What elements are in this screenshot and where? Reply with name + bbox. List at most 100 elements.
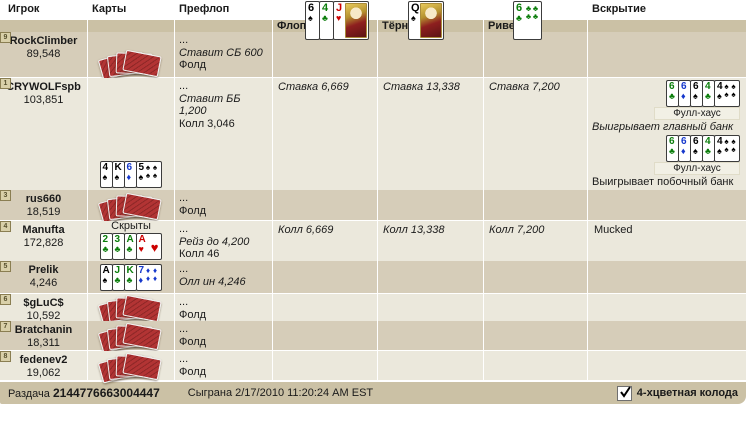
player-name: Bratchanin — [14, 324, 73, 336]
showdown-cell: 6 ♣ 6 ♦ 6 ♠ 4 ♣ 4 ♠ ♠ ♠ ♠ ♠ Фулл-хаус Выигрывает глав… — [588, 78, 746, 191]
hole-cards-cell — [88, 32, 175, 81]
preflop-actions: ... Ставит СБ 600 Фолд — [175, 32, 273, 78]
playing-card: J ♣ — [111, 264, 125, 291]
card-back-stack — [97, 49, 162, 81]
playing-card: 4 ♠ ♠ ♠ ♠ ♠ — [714, 135, 740, 162]
table-row: 6 $gLuC$ 10,592 ... Фолд — [0, 294, 746, 326]
action-line: Фолд — [179, 59, 207, 71]
checkmark-icon — [619, 385, 631, 398]
hand-id: 2144776663004447 — [52, 386, 160, 400]
player-name: Prelik — [28, 264, 59, 276]
showdown-cards: 6 ♣ 6 ♦ 6 ♠ 4 ♣ 4 ♠ ♠ ♠ ♠ ♠ — [666, 80, 740, 107]
hole-cards: 2 ♣ 3 ♣ A ♣ A ♥ ♥ — [99, 233, 162, 260]
action-line: Фолд — [179, 335, 207, 348]
player-stack: 18,519 — [26, 206, 61, 218]
action-line: Колл 3,046 — [179, 117, 235, 130]
hole-cards-cell: Скрыты 2 ♣ 3 ♣ A ♣ A ♥ ♥ — [88, 221, 175, 263]
seat-badge: 3 — [0, 190, 11, 201]
table-row: 1 CRYWOLFspb 103,851 4 ♠ K ♠ 6 ♦ 5 ♠ ♠ ♠ ♠ ♠ ... Ст… — [0, 78, 746, 191]
card-back-stack — [97, 322, 162, 354]
hand-label: Раздача — [8, 388, 50, 400]
turn-action: Ставка 13,338 — [378, 78, 484, 191]
hole-cards-cell: 4 ♠ K ♠ 6 ♦ 5 ♠ ♠ ♠ ♠ ♠ — [88, 78, 175, 191]
player-cell: 7 Bratchanin 18,311 — [0, 321, 88, 351]
column-header-flop: Флоп — [273, 20, 378, 32]
table-row: 8 fedenev2 19,062 ... Фолд — [0, 351, 746, 384]
player-stack: 18,311 — [27, 337, 60, 349]
action-line: ... — [179, 192, 189, 204]
seat-badge: 8 — [0, 351, 11, 362]
preflop-actions: ... Фолд — [175, 294, 273, 323]
preflop-actions: ... Рейз до 4,200 Колл 46 — [175, 221, 273, 263]
column-header-turn: Тёрн — [378, 20, 484, 32]
street-bar: Флоп Тёрн Ривер — [0, 20, 746, 32]
played-label: Сыграна — [187, 387, 233, 399]
footer-bar: Раздача 2144776663004447 Сыграна 2/17/20… — [0, 382, 746, 404]
played-at-text: Сыграна 2/17/2010 11:20:24 AM EST — [188, 387, 373, 399]
four-color-deck-option[interactable]: 4-хцветная колода — [616, 385, 738, 401]
flop-action: Ставка 6,669 — [273, 78, 378, 191]
seat-badge: 6 — [0, 294, 11, 305]
action-line: Колл 46 — [179, 248, 220, 260]
seat-badge: 5 — [0, 261, 11, 272]
table-header: Игрок Карты Префлоп Вскрытие Флоп Тёрн Р… — [0, 0, 746, 40]
column-header-river: Ривер — [484, 20, 588, 32]
four-color-deck-checkbox[interactable] — [616, 385, 632, 401]
player-cell: 4 Manufta 172,828 — [0, 221, 88, 263]
table-row: 4 Manufta 172,828 Скрыты 2 ♣ 3 ♣ A ♣ A ♥ ♥ ... Р… — [0, 221, 746, 263]
seat-badge: 4 — [0, 221, 11, 232]
table-row: 7 Bratchanin 18,311 ... Фолд — [0, 321, 746, 354]
cards-hidden-label: Скрыты — [111, 220, 151, 232]
showdown-cell: Mucked — [588, 221, 746, 263]
flop-action: Колл 6,669 — [273, 221, 378, 263]
river-action: Ставка 7,200 — [484, 78, 588, 191]
card-back-stack — [97, 294, 162, 326]
player-name: RockClimber — [9, 35, 78, 47]
playing-card: K ♠ — [111, 161, 125, 188]
player-cell: 6 $gLuC$ 10,592 — [0, 294, 88, 323]
card-back-stack — [97, 352, 162, 384]
action-line: Фолд — [179, 308, 207, 321]
playing-card: 4 ♠ ♠ ♠ ♠ ♠ — [714, 80, 740, 107]
playing-card: A ♠ — [99, 264, 113, 291]
seat-badge: 9 — [0, 32, 11, 43]
action-line: ... — [179, 34, 189, 46]
hand-history-table: Игрок Карты Префлоп Вскрытие Флоп Тёрн Р… — [0, 0, 746, 404]
player-stack: 172,828 — [23, 237, 64, 249]
player-name: $gLuC$ — [23, 297, 64, 309]
hand-rank-label: Фулл-хаус — [654, 107, 740, 120]
playing-card: 4 ♠ — [99, 161, 113, 188]
hole-cards-cell — [88, 321, 175, 354]
showdown-cards: 6 ♣ 6 ♦ 6 ♠ 4 ♣ 4 ♠ ♠ ♠ ♠ ♠ — [666, 135, 740, 162]
card-back-stack — [97, 192, 162, 224]
action-line: Ставит ББ 1,200 — [179, 92, 241, 118]
column-header-preflop: Префлоп — [179, 3, 230, 15]
hole-cards-cell — [88, 294, 175, 326]
player-stack: 103,851 — [23, 94, 64, 106]
player-stack: 4,246 — [29, 277, 58, 289]
hole-cards: 4 ♠ K ♠ 6 ♦ 5 ♠ ♠ ♠ ♠ ♠ — [99, 161, 162, 188]
player-name: Manufta — [22, 224, 65, 236]
hole-cards: A ♠ J ♣ K ♣ 7 ♦ ♦ ♦ ♦ ♦ — [99, 264, 162, 291]
player-cell: 3 rus660 18,519 — [0, 190, 88, 221]
action-line: Олл ин 4,246 — [179, 275, 246, 288]
playing-card: 6 ♦ — [678, 135, 691, 162]
preflop-actions: ... Фолд — [175, 321, 273, 351]
action-line: ... — [179, 296, 189, 308]
preflop-actions: ... Фолд — [175, 190, 273, 221]
playing-card: 7 ♦ ♦ ♦ ♦ ♦ — [135, 264, 162, 291]
player-cell: 9 RockClimber 89,548 — [0, 32, 88, 78]
player-cell: 1 CRYWOLFspb 103,851 — [0, 78, 88, 191]
hand-id-text: Раздача 2144776663004447 — [8, 386, 160, 400]
wins-side-pot-text: Выигрывает побочный банк — [592, 176, 734, 188]
player-cell: 8 fedenev2 19,062 — [0, 351, 88, 381]
hand-rank-label: Фулл-хаус — [654, 162, 740, 175]
playing-card: 3 ♣ — [111, 233, 125, 260]
hole-cards-cell: A ♠ J ♣ K ♣ 7 ♦ ♦ ♦ ♦ ♦ — [88, 261, 175, 294]
played-at: 2/17/2010 11:20:24 AM EST — [235, 387, 374, 399]
player-cell: 5 Prelik 4,246 — [0, 261, 88, 294]
playing-card: 5 ♠ ♠ ♠ ♠ ♠ — [135, 161, 162, 188]
four-color-deck-label[interactable]: 4-хцветная колода — [636, 387, 738, 399]
turn-action: Колл 13,338 — [378, 221, 484, 263]
table-row: 3 rus660 18,519 ... Фолд — [0, 190, 746, 224]
